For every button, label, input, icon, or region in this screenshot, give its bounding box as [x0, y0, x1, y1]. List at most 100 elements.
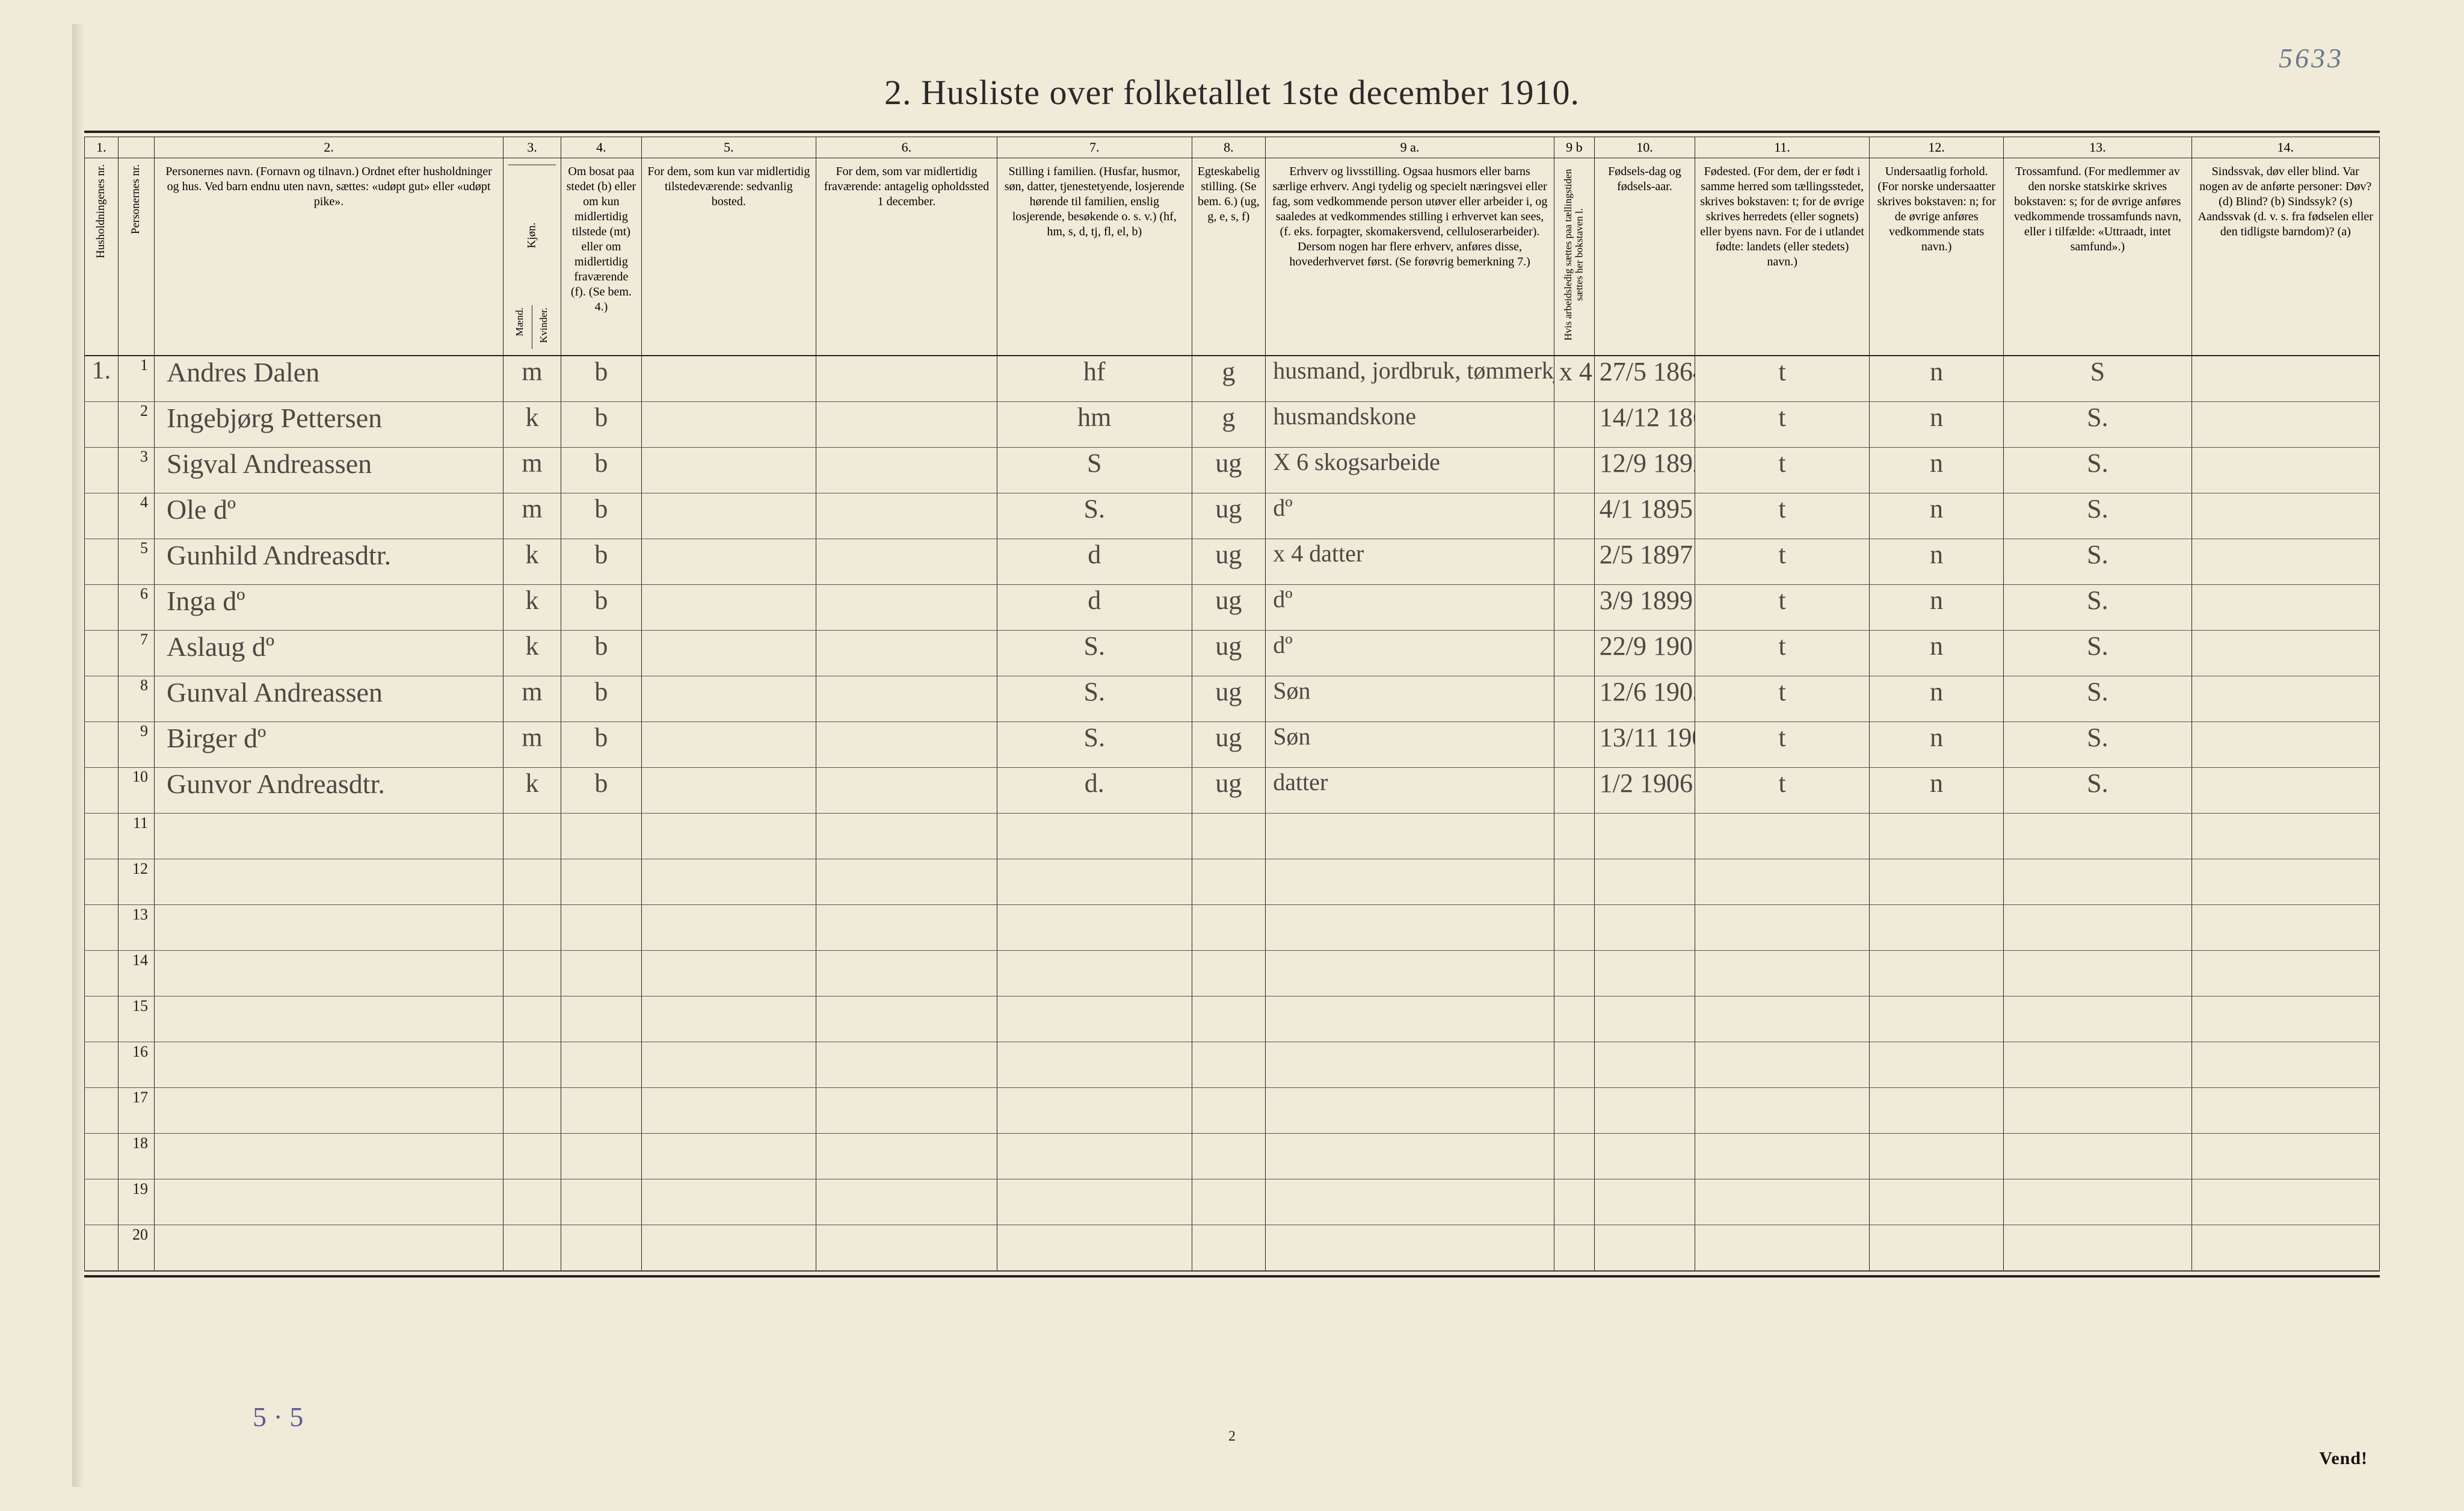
empty-cell — [2191, 1133, 2379, 1179]
empty-cell — [2191, 950, 2379, 996]
cell-disability — [2191, 356, 2379, 401]
cell-marital: ug — [1192, 630, 1266, 676]
empty-cell — [1870, 950, 2004, 996]
empty-cell — [1192, 859, 1266, 904]
empty-cell — [1594, 904, 1695, 950]
empty-cell — [504, 950, 561, 996]
cell-religion: S — [2004, 356, 2191, 401]
empty-cell: 12 — [118, 859, 154, 904]
top-rule — [84, 131, 2380, 137]
empty-cell — [85, 996, 119, 1042]
table-row: 2Ingebjørg Pettersenkbhmghusmandskone14/… — [85, 401, 2380, 447]
cell-unemployed — [1554, 584, 1594, 630]
cell-birth: 27/5 1864 — [1594, 356, 1695, 401]
empty-cell — [561, 813, 641, 859]
page-title: 2. Husliste over folketallet 1ste decemb… — [84, 72, 2380, 113]
header-temp-absent: For dem, som var midlertidig fraværende:… — [816, 158, 997, 356]
cell-birth: 3/9 1899 — [1594, 584, 1695, 630]
cell-sex: m — [504, 493, 561, 539]
header-temp-present: For dem, som kun var midlertidig tilsted… — [641, 158, 816, 356]
empty-cell — [2004, 996, 2191, 1042]
empty-cell — [816, 950, 997, 996]
empty-cell — [816, 859, 997, 904]
cell-residence: b — [561, 630, 641, 676]
cell-temp-present — [641, 539, 816, 584]
header-occupation: Erhverv og livsstilling. Ogsaa husmors e… — [1266, 158, 1554, 356]
empty-cell — [997, 996, 1192, 1042]
cell-marital: ug — [1192, 447, 1266, 493]
table-row: 1.1Andres Dalenmbhfghusmand, jordbruk, t… — [85, 356, 2380, 401]
table-row: 17 — [85, 1087, 2380, 1133]
empty-cell — [1870, 1133, 2004, 1179]
empty-cell: 13 — [118, 904, 154, 950]
empty-cell — [1192, 904, 1266, 950]
cell-name: Aslaug dº — [155, 630, 504, 676]
cell-disability — [2191, 584, 2379, 630]
cell-temp-absent — [816, 493, 997, 539]
empty-cell — [641, 859, 816, 904]
empty-cell: 11 — [118, 813, 154, 859]
empty-cell — [2191, 859, 2379, 904]
cell-residence: b — [561, 401, 641, 447]
printed-page-number: 2 — [1228, 1429, 1236, 1445]
empty-cell — [997, 1225, 1192, 1270]
empty-cell — [1695, 1042, 1870, 1087]
empty-cell — [504, 813, 561, 859]
cell-family-position: S. — [997, 493, 1192, 539]
cell-disability — [2191, 401, 2379, 447]
cell-temp-present — [641, 676, 816, 722]
empty-cell: 19 — [118, 1179, 154, 1225]
cell-person-num: 9 — [118, 722, 154, 767]
empty-cell — [85, 950, 119, 996]
empty-cell — [1870, 904, 2004, 950]
cell-household — [85, 447, 119, 493]
empty-cell — [1266, 1087, 1554, 1133]
empty-cell — [2004, 1042, 2191, 1087]
cell-birthplace: t — [1695, 401, 1870, 447]
cell-sex: m — [504, 356, 561, 401]
header-family-position: Stilling i familien. (Husfar, husmor, sø… — [997, 158, 1192, 356]
empty-cell — [997, 1133, 1192, 1179]
empty-cell — [641, 1133, 816, 1179]
empty-cell — [85, 813, 119, 859]
empty-cell — [2004, 904, 2191, 950]
table-row: 8Gunval AndreassenmbS.ugSøn12/6 1903tnS. — [85, 676, 2380, 722]
sex-sub: Mænd. Kvinder. — [508, 305, 556, 349]
cell-sex: k — [504, 539, 561, 584]
colnum-9b: 9 b — [1554, 137, 1594, 158]
empty-cell — [1870, 1042, 2004, 1087]
cell-household — [85, 539, 119, 584]
empty-cell — [1554, 996, 1594, 1042]
cell-temp-present — [641, 722, 816, 767]
empty-cell — [1192, 950, 1266, 996]
empty-cell — [561, 859, 641, 904]
cell-nationality: n — [1870, 630, 2004, 676]
empty-cell — [1554, 904, 1594, 950]
empty-cell — [1266, 996, 1554, 1042]
cell-religion: S. — [2004, 630, 2191, 676]
table-row: 13 — [85, 904, 2380, 950]
cell-temp-absent — [816, 356, 997, 401]
cell-household — [85, 401, 119, 447]
empty-cell — [816, 904, 997, 950]
cell-birthplace: t — [1695, 584, 1870, 630]
empty-cell — [1554, 1133, 1594, 1179]
empty-cell — [1695, 859, 1870, 904]
empty-cell — [85, 1179, 119, 1225]
empty-cell — [1266, 1042, 1554, 1087]
sex-k-label: Kvinder. — [538, 307, 550, 343]
cell-person-num: 4 — [118, 493, 154, 539]
empty-cell — [1870, 1225, 2004, 1270]
colnum-11: 11. — [1695, 137, 1870, 158]
cell-marital: ug — [1192, 676, 1266, 722]
cell-nationality: n — [1870, 401, 2004, 447]
header-birthplace: Fødested. (For dem, der er født i samme … — [1695, 158, 1870, 356]
cell-person-num: 10 — [118, 767, 154, 813]
cell-occupation: Søn — [1266, 676, 1554, 722]
empty-cell — [1695, 996, 1870, 1042]
cell-disability — [2191, 493, 2379, 539]
cell-unemployed — [1554, 676, 1594, 722]
empty-cell — [504, 904, 561, 950]
cell-temp-present — [641, 401, 816, 447]
cell-disability — [2191, 447, 2379, 493]
